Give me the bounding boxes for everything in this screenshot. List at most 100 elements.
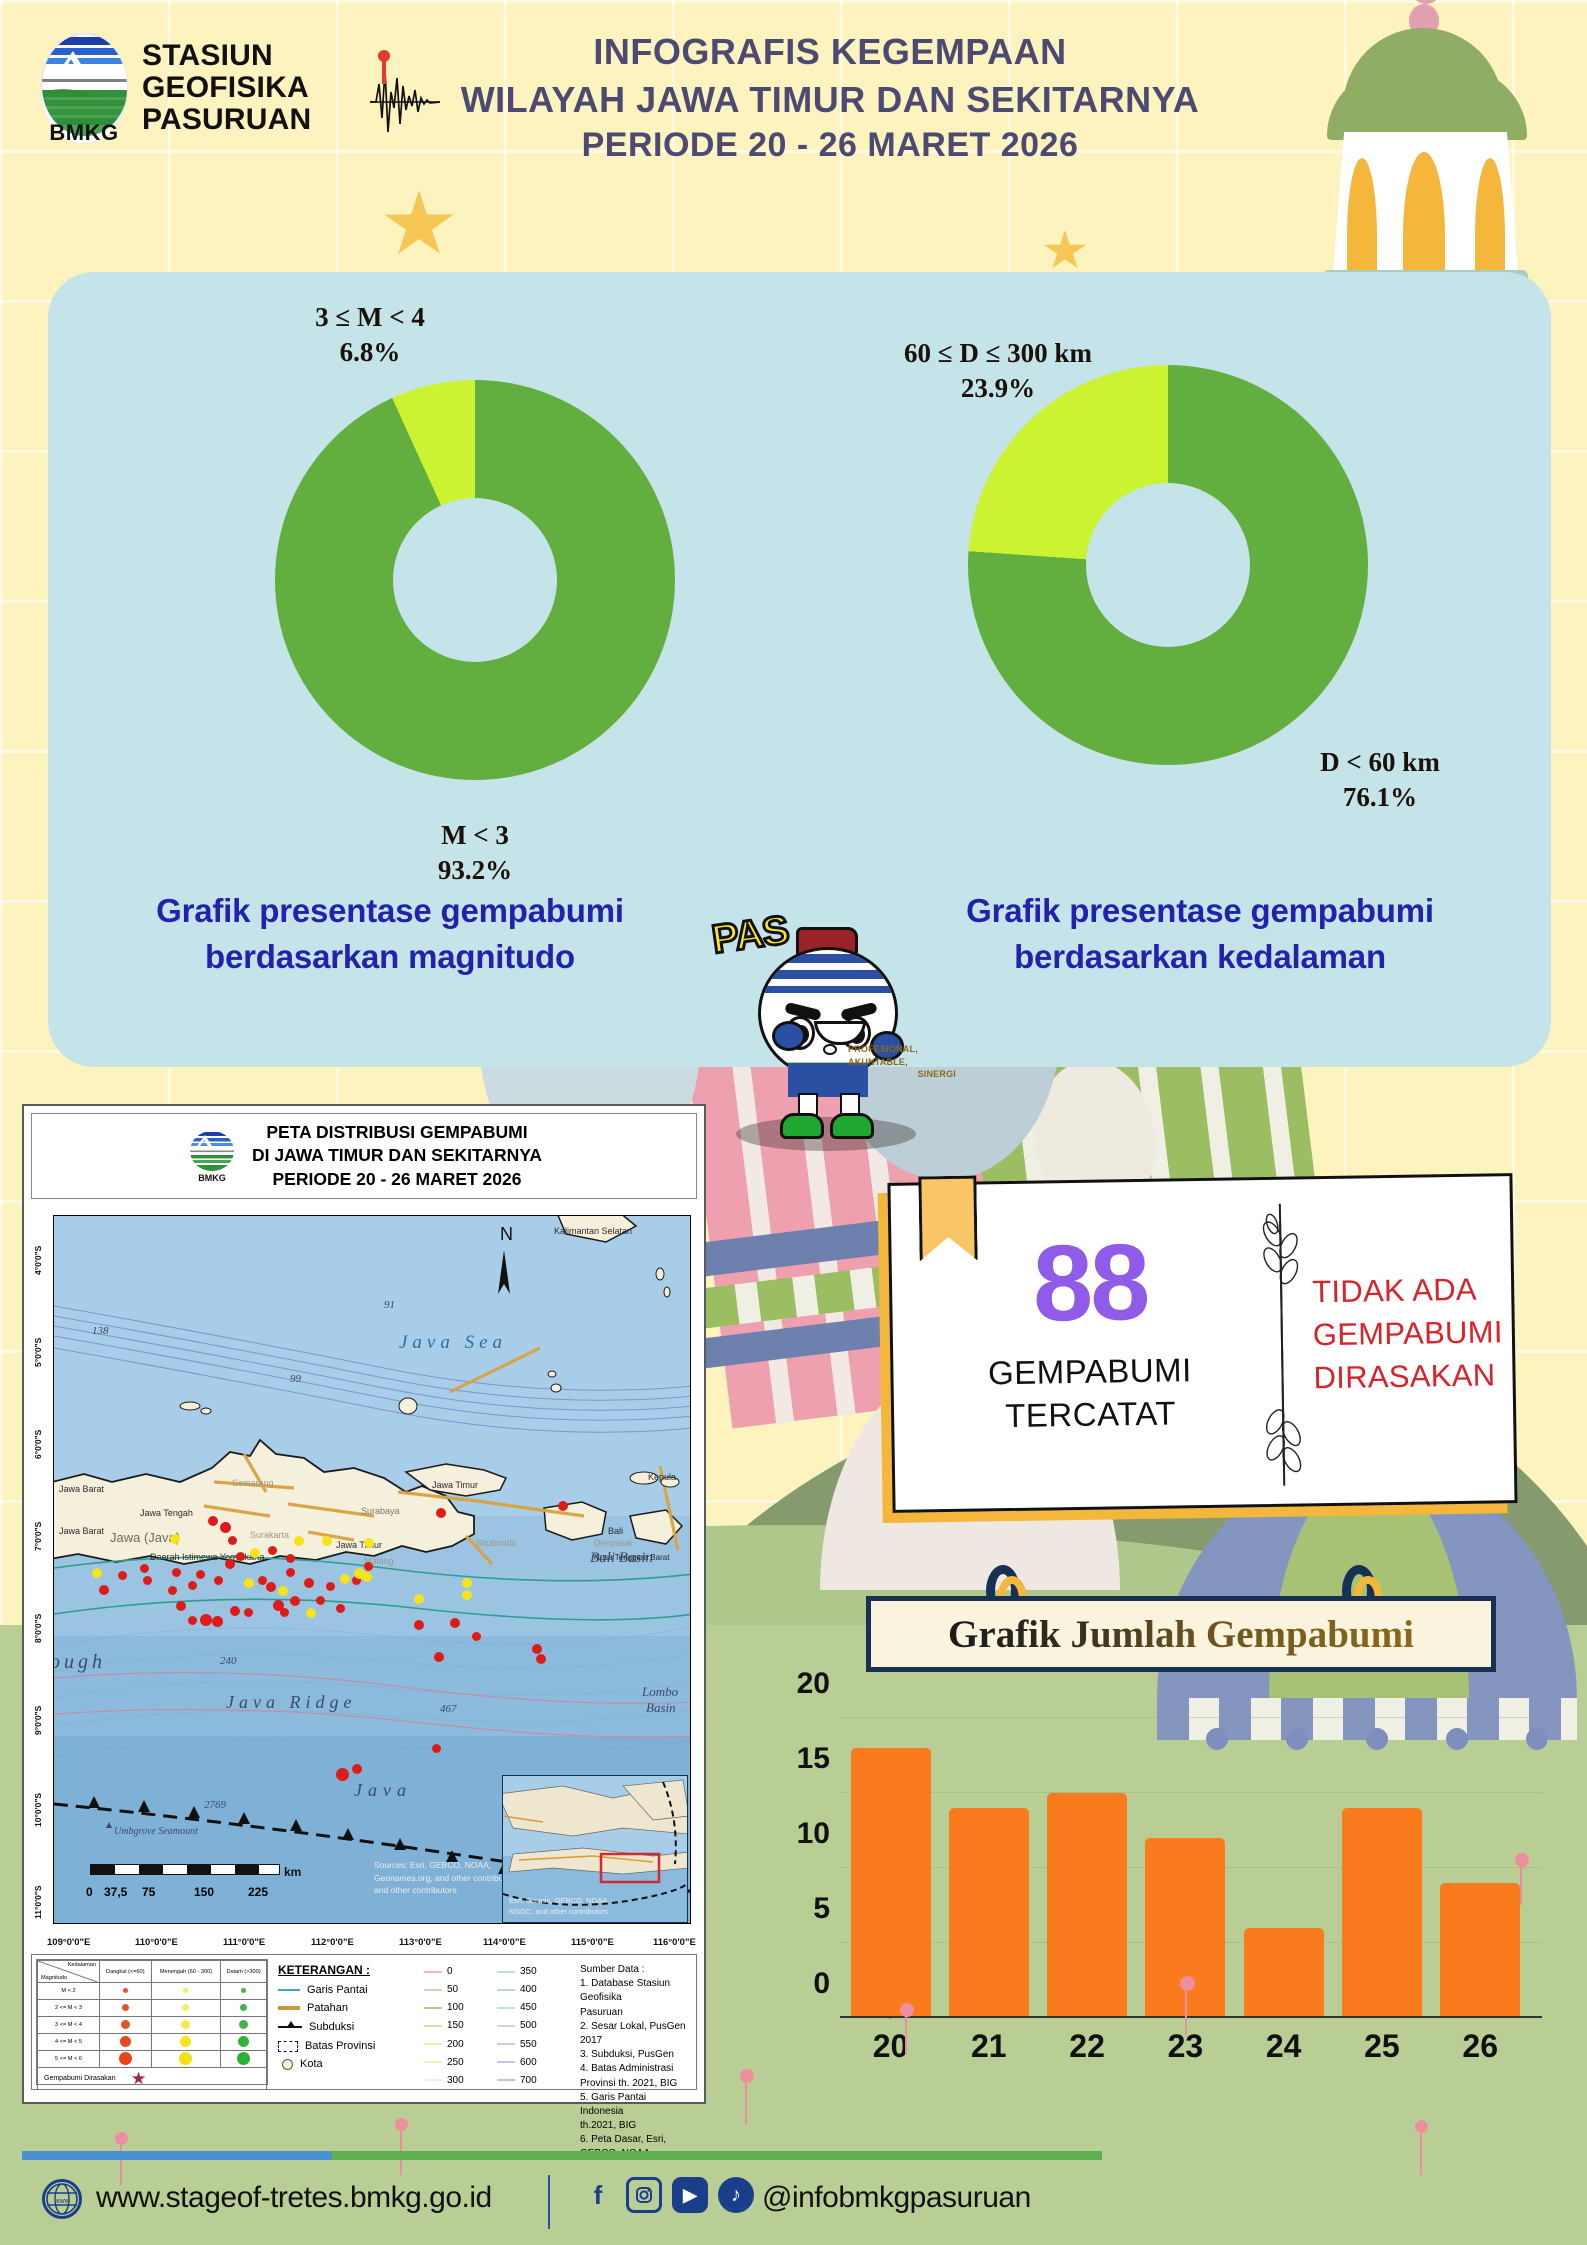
station-name-line-3: PASURUAN — [142, 102, 312, 136]
magnitude-caption-line-2: berdasarkan magnitudo — [205, 937, 575, 975]
svg-text:www: www — [53, 2198, 70, 2205]
legend-depth-scale: 0 350 50 400 100 450 150 500 200 550 250… — [422, 1955, 572, 2089]
facebook-icon[interactable]: f — [593, 2179, 603, 2210]
decor-flower-stem — [745, 2081, 747, 2125]
quake-point — [92, 1568, 102, 1578]
bar-x-label: 20 — [872, 2028, 909, 2064]
source-line: 3. Subduksi, PusGen — [580, 2049, 674, 2061]
earthquake-distribution-map-card: BMKG PETA DISTRIBUSI GEMPABUMI DI JAWA T… — [22, 1104, 706, 2159]
svg-text:Jawa Tengah: Jawa Tengah — [140, 1508, 193, 1518]
depth-scale-value: 350 — [520, 1966, 537, 1978]
tiktok-icon[interactable]: ♪ — [718, 2177, 754, 2213]
bar-item[interactable] — [948, 1808, 1029, 2018]
map-inset-credits: Esri, Garmin, GEBCO, NOAA NGDC, and othe… — [509, 1896, 608, 1918]
decor-flower — [1180, 1976, 1195, 1991]
quake-point — [436, 1508, 446, 1518]
mascot-motto: PROFESIONAL, AKUNTABLE, SINERGI — [848, 1043, 956, 1081]
page-footer: www www.stageof-tretes.bmkg.go.id f ▶ ♪ … — [0, 2133, 1587, 2245]
map-scale-tick: 150 — [194, 1885, 215, 1899]
depth-scale-value: 300 — [447, 2074, 464, 2086]
depth-scale-value: 400 — [520, 1984, 537, 1996]
footer-rule-green — [22, 2151, 1102, 2160]
decor-flower — [740, 2069, 754, 2083]
depth-scale-value: 550 — [520, 2038, 537, 2050]
keterangan-item: Batas Provinsi — [305, 2040, 376, 2052]
map-credit-line: Geonames.org, and other contributors — [374, 1872, 518, 1883]
svg-text:99: 99 — [290, 1373, 302, 1385]
bar-item[interactable] — [1440, 1883, 1521, 2018]
instagram-icon[interactable] — [626, 2177, 662, 2213]
depth-scale-value: 200 — [447, 2038, 464, 2050]
map-title-line-2: DI JAWA TIMUR DAN SEKITARNYA — [251, 1145, 543, 1166]
mascot-motto-line-1: PROFESIONAL, AKUNTABLE, — [848, 1044, 918, 1067]
svg-text:Java: Java — [354, 1780, 412, 1800]
quake-point — [280, 1608, 289, 1617]
decor-dome-dots — [1187, 1728, 1547, 1750]
map-lon-tick: 115°0'0"E — [571, 1937, 614, 1948]
mascot-glove-right — [870, 1031, 904, 1061]
quake-point — [258, 1576, 267, 1585]
quake-point — [244, 1608, 253, 1617]
page-title-line-3: PERIODE 20 - 26 MARET 2026 — [581, 126, 1079, 165]
quake-point — [450, 1618, 460, 1628]
magnitude-caption-line-1: Grafik presentase gempabumi — [156, 892, 624, 929]
svg-text:Situbondo: Situbondo — [476, 1538, 517, 1548]
youtube-icon[interactable]: ▶ — [672, 2177, 708, 2213]
map-scale-unit: km — [284, 1865, 302, 1879]
bar-item[interactable] — [1047, 1793, 1128, 2018]
depth-top-range: 60 ≤ D ≤ 300 km — [904, 338, 1092, 368]
quake-point — [532, 1644, 542, 1654]
social-handle[interactable]: @infobmkgpasuruan — [762, 2181, 1031, 2214]
station-name: STASIUN GEOFISIKA PASURUAN — [142, 40, 311, 135]
quake-point — [140, 1564, 149, 1573]
bar-chart-title: Grafik Jumlah Gempabumi — [948, 1612, 1414, 1656]
website-url[interactable]: www.stageof-tretes.bmkg.go.id — [96, 2181, 492, 2214]
svg-text:Bali Basin: Bali Basin — [590, 1550, 653, 1566]
map-lat-tick: 9°0'0"S — [33, 1705, 43, 1735]
map-sea-label: Java Sea — [399, 1332, 507, 1353]
map-credit-line: and other contributors — [374, 1885, 457, 1896]
source-line: 4. Batas Administrasi — [580, 2063, 674, 2075]
quake-point — [118, 1571, 127, 1580]
quake-point — [336, 1768, 349, 1781]
map-canvas[interactable]: Java Sea Java Ridge ough Java Bali Basin… — [53, 1215, 691, 1924]
map-lon-tick: 109°0'0"E — [47, 1937, 91, 1948]
map-lat-tick: 8°0'0"S — [33, 1613, 43, 1643]
map-lat-tick: 7°0'0"S — [33, 1521, 43, 1551]
quake-point — [208, 1516, 218, 1526]
magnitude-chart-caption: Grafik presentase gempabumi berdasarkan … — [70, 888, 710, 979]
map-title-box: BMKG PETA DISTRIBUSI GEMPABUMI DI JAWA T… — [31, 1113, 697, 1199]
bar-x-label: 26 — [1462, 2028, 1498, 2064]
legend-sources: Sumber Data : 1. Database Stasiun Geofis… — [572, 1955, 696, 2159]
bar-chart-plot-area: 0 5 10 15 20 20 21 22 23 24 25 26 — [797, 1667, 1542, 2064]
legend-magnitude-depth-matrix: Kedalaman Magnitudo Dangkal (<=60) Menen… — [36, 1959, 268, 2090]
mascot-motto-line-2: SINERGI — [917, 1069, 956, 1080]
felt-status-line-2: GEMPABUMI — [1312, 1314, 1504, 1353]
bar-item[interactable] — [1341, 1808, 1422, 2018]
bar-x-label: 22 — [1069, 2028, 1105, 2064]
decor-flower — [1515, 1853, 1529, 1867]
quake-point — [273, 1600, 284, 1611]
magnitude-label-top: 3 ≤ M < 4 6.8% — [230, 300, 510, 370]
svg-text:138: 138 — [92, 1325, 109, 1337]
bar-item[interactable] — [1243, 1928, 1324, 2018]
earthquake-count: 88 — [1032, 1220, 1149, 1344]
map-lon-tick: 116°0'0"E — [653, 1937, 696, 1948]
quake-point — [414, 1620, 424, 1630]
bar-x-label: 25 — [1364, 2028, 1400, 2064]
bar-item[interactable] — [850, 1748, 931, 2018]
source-line: 5. Garis Pantai Indonesia — [580, 2091, 647, 2117]
svg-text:Bali: Bali — [608, 1526, 623, 1536]
quake-point — [200, 1614, 212, 1626]
city-icon — [282, 2058, 293, 2070]
svg-text:Surakarta: Surakarta — [250, 1530, 289, 1540]
depth-caption-line-1: Grafik presentase gempabumi — [966, 892, 1434, 929]
svg-text:N: N — [500, 1224, 513, 1244]
quake-point — [336, 1604, 345, 1613]
matrix-col-header: Dalam (>300) — [220, 1960, 267, 1983]
quake-point — [352, 1764, 362, 1774]
page-header: BMKG STASIUN GEOFISIKA PASURUAN INFOGRAF… — [0, 0, 1587, 250]
map-lon-tick: 114°0'0"E — [483, 1937, 526, 1948]
quake-point — [196, 1570, 205, 1579]
map-scale-tick: 37,5 — [104, 1885, 128, 1899]
